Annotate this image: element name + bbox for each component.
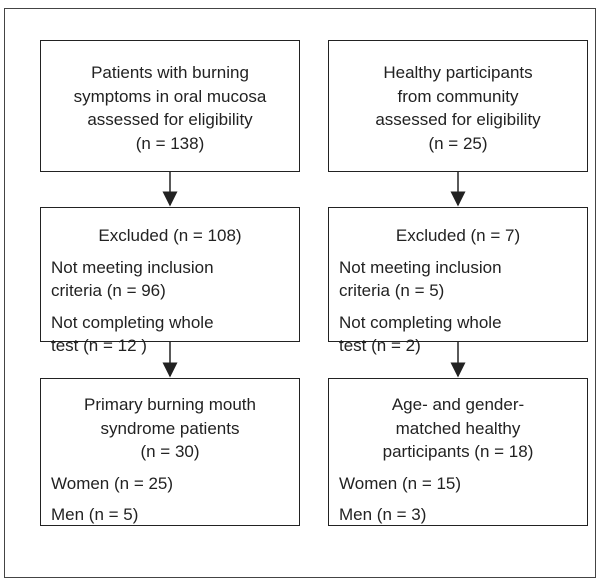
item: Women (n = 25) [51,472,289,496]
text-line: assessed for eligibility [87,110,253,129]
text-line: matched healthy [395,418,521,438]
text-line: Men (n = 5) [51,505,139,524]
text-line: (n = 30) [140,442,200,461]
text-line: assessed for eligibility [375,110,541,129]
text-line: Men (n = 3) [339,505,427,524]
item: Women (n = 15) [339,472,577,496]
text-line: symptoms in oral mucosa [73,86,267,106]
text-line: Patients with burning [91,63,249,82]
text-line: syndrome patients [100,418,240,438]
text-line: Women (n = 25) [51,473,174,493]
item: Men (n = 3) [339,503,577,527]
text-line: Age- and gender- [391,395,525,414]
item: Men (n = 5) [51,503,289,527]
text-line: criteria (n = 96) [51,281,166,300]
text-line: Excluded (n = 7) [395,226,521,245]
text-line: Not meeting inclusion [51,257,214,277]
text-line: Not completing whole [51,312,214,332]
text-line: Women (n = 15) [339,473,462,493]
outer-frame [4,8,596,578]
final-box: Age- and gender-matched healthy participa… [328,378,588,526]
item: Not meeting inclusion criteria (n = 96) [51,256,289,303]
excluded-box: Excluded (n = 108) Not meeting inclusion c… [40,207,300,355]
eligibility-box: Healthy participants from community assess… [328,40,588,172]
text-line: participants (n = 18) [382,442,534,461]
eligibility-box: Patients with burning symptoms in oral mu… [40,40,300,172]
text-line: from community [397,86,519,106]
text-line: Excluded (n = 108) [98,226,242,245]
text-line: Primary burning mouth [84,395,256,414]
text-line: criteria (n = 5) [339,281,445,300]
text-line: Not meeting inclusion [339,257,502,277]
excluded-box: Excluded (n = 7) Not meeting inclusion cri… [328,207,588,355]
text-line: (n = 25) [428,133,488,153]
text-line: (n = 138) [135,133,205,153]
text-line: test (n = 12 ) [51,336,147,355]
text-line: Not completing whole [339,312,502,332]
item: Not completing whole test (n = 12 ) [51,311,289,358]
item: Not completing whole test (n = 2) [339,311,577,358]
final-box: Primary burning mouth syndrome patients (n… [40,378,300,526]
text-line: Healthy participants [383,63,533,82]
item: Not meeting inclusion criteria (n = 5) [339,256,577,303]
text-line: test (n = 2) [339,336,421,355]
